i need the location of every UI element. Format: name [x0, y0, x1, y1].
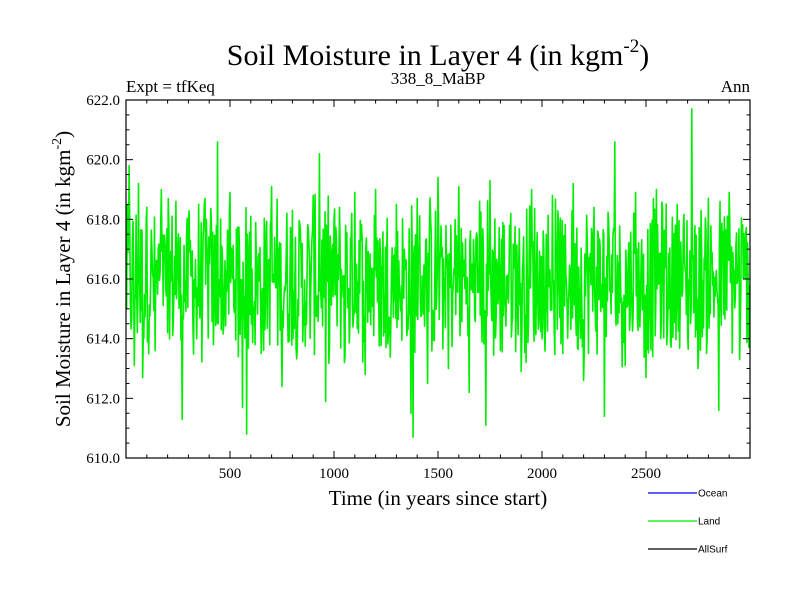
y-tick-label: 620.0 — [86, 153, 120, 169]
legend: Ocean Land AllSurf — [648, 489, 728, 556]
subtitle-left: Expt = tfKeq — [126, 77, 215, 96]
y-tick-label: 622.0 — [86, 93, 120, 109]
legend-label-allsurf: AllSurf — [698, 545, 728, 556]
subtitle-right: Ann — [721, 77, 751, 96]
chart-title-close: ) — [639, 39, 649, 72]
y-tick-label: 616.0 — [86, 272, 120, 288]
x-tick-label: 500 — [219, 466, 242, 482]
y-tick-label: 614.0 — [86, 332, 120, 348]
series-line-land — [126, 108, 750, 438]
y-tick-label: 610.0 — [86, 451, 120, 467]
y-axis-label-main: Soil Moisture in Layer 4 (in kgm — [51, 150, 75, 428]
chart-title-main: Soil Moisture in Layer 4 (in kgm — [227, 39, 624, 72]
chart-title-sup: -2 — [623, 36, 639, 57]
x-tick-label: 1500 — [423, 466, 453, 482]
y-axis-label-sup: -2 — [50, 138, 65, 150]
chart-title: Soil Moisture in Layer 4 (in kgm-2) — [227, 36, 649, 72]
legend-label-land: Land — [698, 517, 720, 528]
y-tick-label: 612.0 — [86, 391, 120, 407]
x-tick-label: 2000 — [527, 466, 557, 482]
x-axis: 500 1000 1500 2000 2500 — [146, 100, 730, 482]
y-axis: 610.0 612.0 614.0 616.0 618.0 620.0 622.0 — [86, 93, 750, 467]
legend-label-ocean: Ocean — [698, 489, 727, 500]
series-layer — [126, 108, 750, 438]
x-tick-label: 2500 — [631, 466, 661, 482]
subtitle-center: 338_8_MaBP — [391, 69, 485, 88]
x-tick-label: 1000 — [319, 466, 349, 482]
plot-area — [125, 99, 751, 459]
y-tick-label: 618.0 — [86, 212, 120, 228]
y-axis-label: Soil Moisture in Layer 4 (in kgm-2) — [50, 131, 75, 427]
x-axis-label: Time (in years since start) — [329, 486, 548, 510]
y-axis-label-close: ) — [51, 131, 75, 138]
